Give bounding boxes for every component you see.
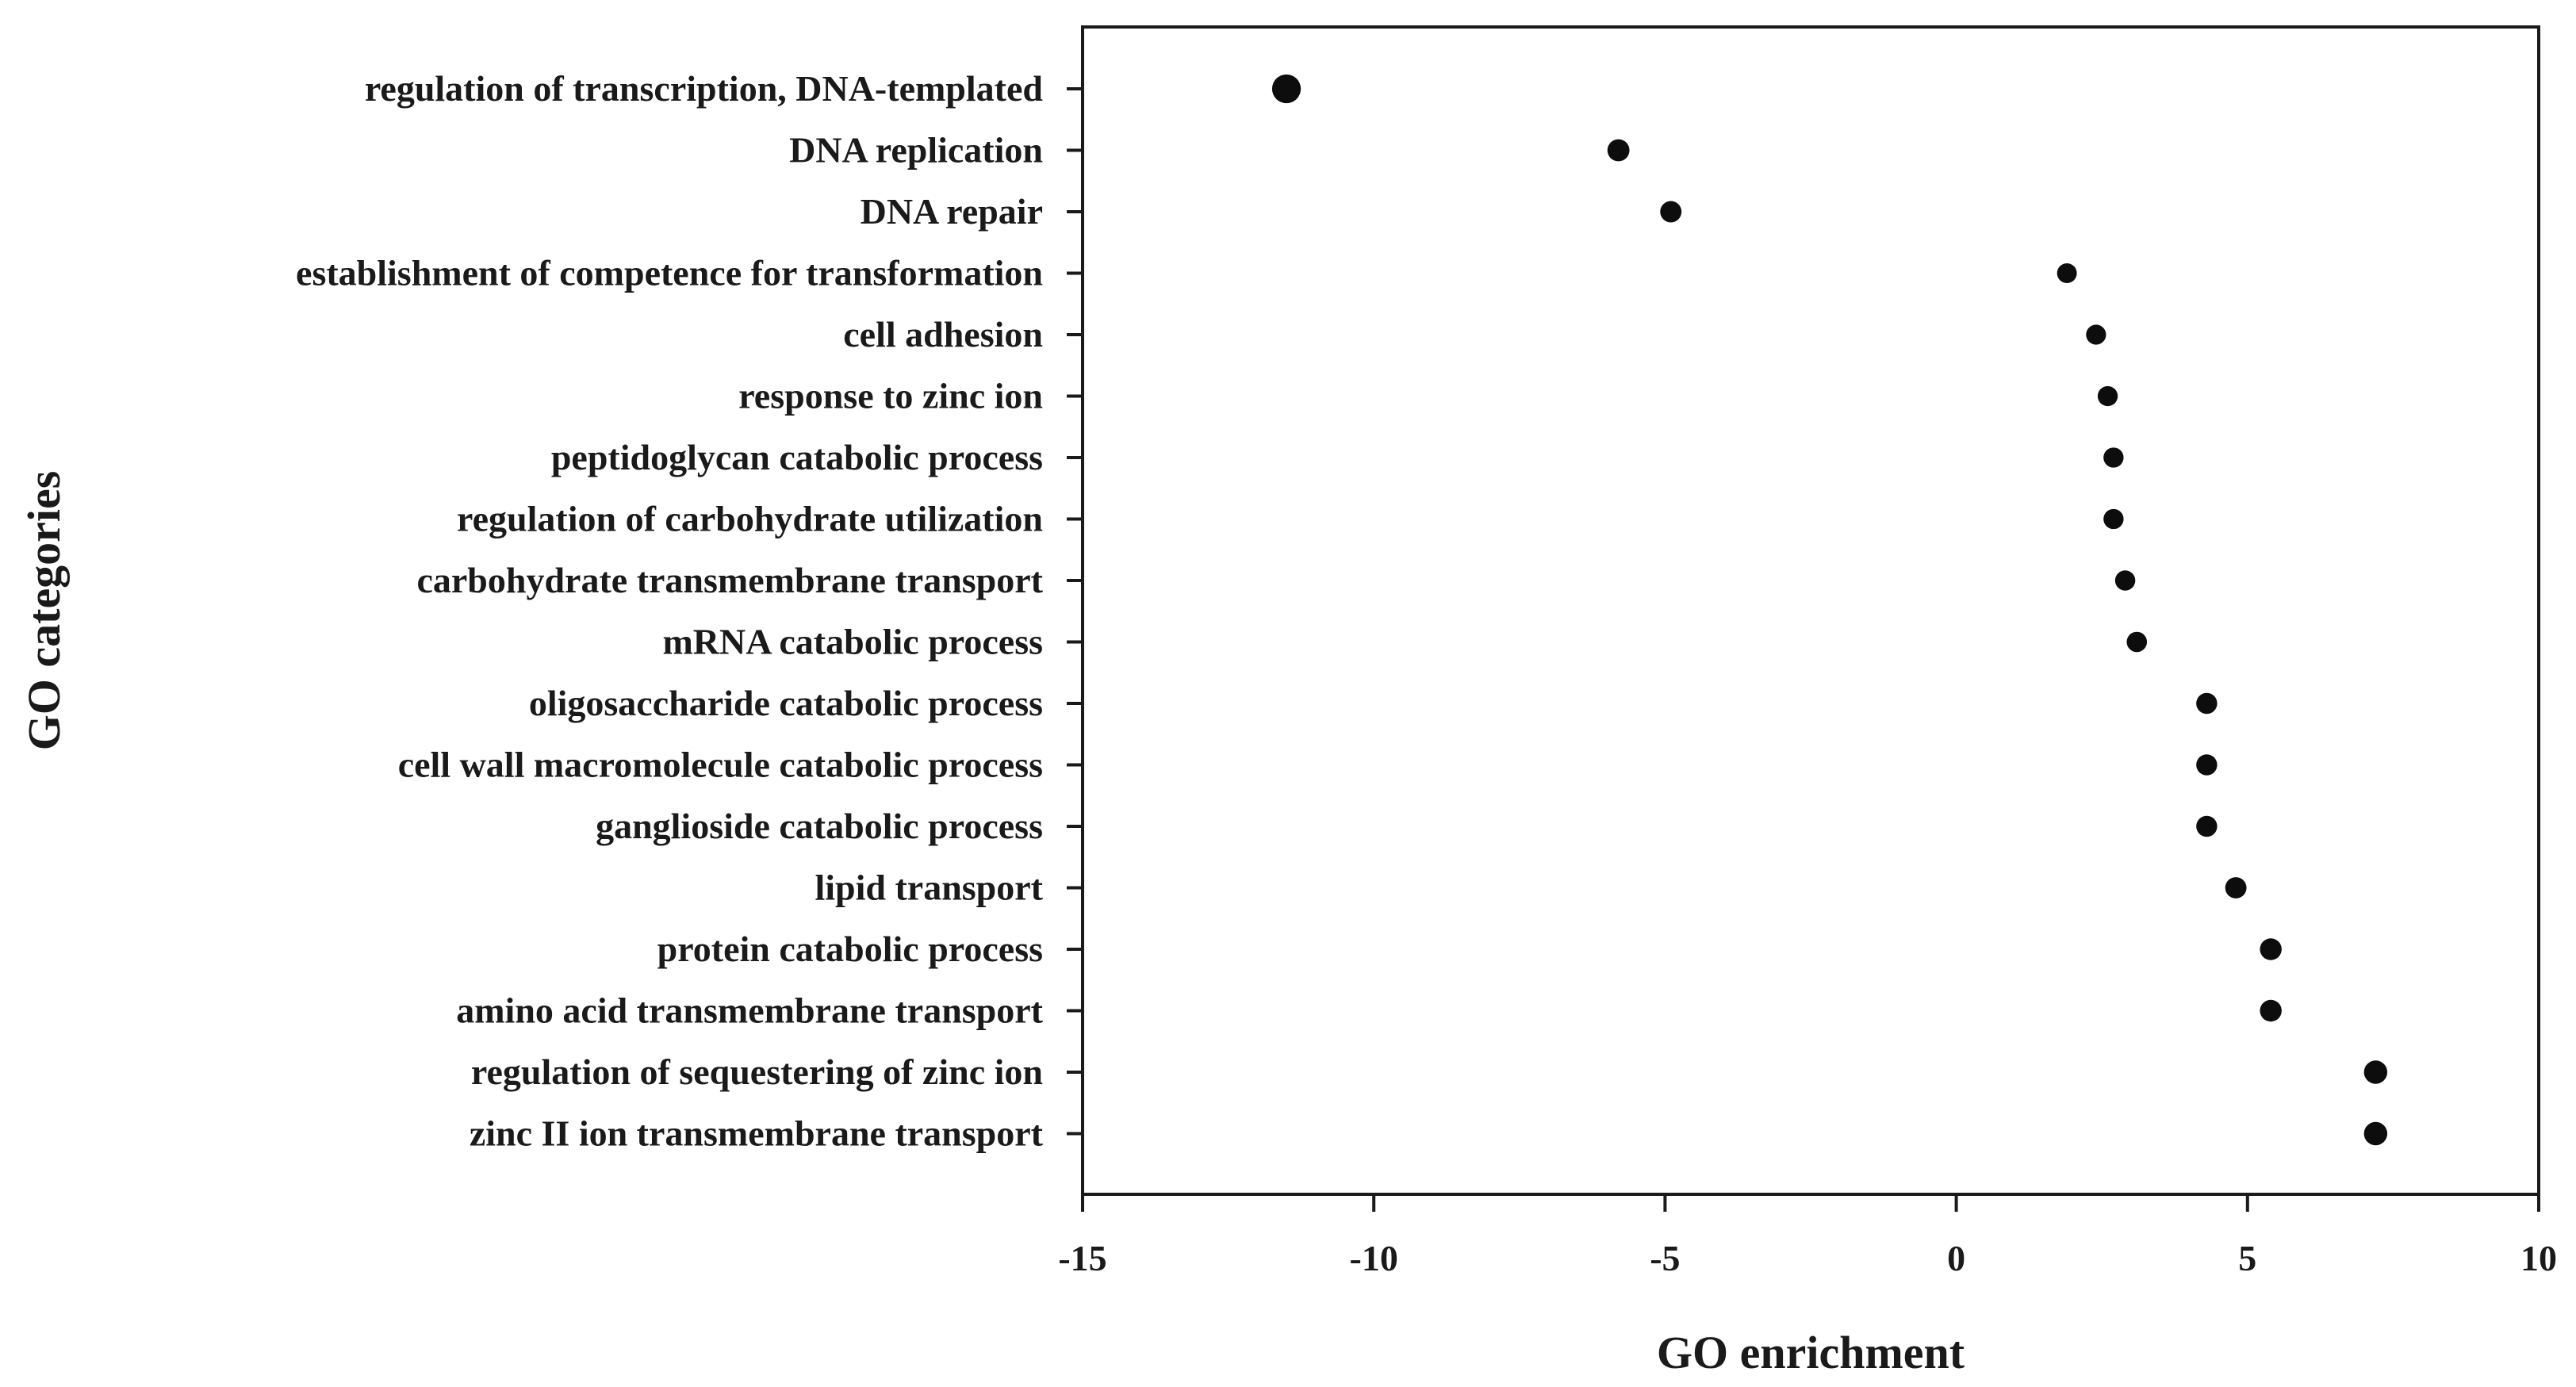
- y-category-label: mRNA catabolic process: [662, 622, 1043, 662]
- y-category-label: ganglioside catabolic process: [596, 806, 1043, 846]
- x-tick-label: 0: [1947, 1238, 1965, 1278]
- data-point: [2097, 385, 2118, 407]
- data-point: [2260, 938, 2282, 960]
- data-point: [2103, 508, 2124, 530]
- x-tick-label: 10: [2520, 1238, 2557, 1278]
- y-category-label: carbohydrate transmembrane transport: [416, 560, 1043, 600]
- y-category-label: zinc II ion transmembrane transport: [470, 1113, 1044, 1154]
- data-point: [2103, 447, 2124, 468]
- data-point: [2196, 692, 2218, 715]
- y-category-label: amino acid transmembrane transport: [456, 990, 1043, 1031]
- data-points: [1271, 74, 2388, 1146]
- x-tick-label: -10: [1350, 1238, 1398, 1278]
- data-point: [2114, 570, 2136, 591]
- data-point: [2086, 324, 2106, 345]
- data-point: [2363, 1121, 2388, 1146]
- data-point: [2260, 999, 2282, 1022]
- y-axis-ticks: [1067, 87, 1083, 1136]
- y-axis-category-labels: regulation of transcription, DNA-templat…: [296, 68, 1044, 1154]
- data-point: [2057, 263, 2077, 283]
- data-point: [1271, 74, 1301, 104]
- data-point: [2225, 877, 2247, 898]
- y-category-label: regulation of carbohydrate utilization: [457, 499, 1043, 539]
- y-category-label: response to zinc ion: [738, 376, 1043, 416]
- x-axis-tick-labels: -15 -10 -5 0 5 10: [1058, 1238, 2557, 1278]
- y-category-label: establishment of competence for transfor…: [296, 253, 1043, 293]
- y-category-label: cell adhesion: [843, 314, 1043, 354]
- y-axis-title: GO categories: [18, 471, 70, 751]
- y-category-label: peptidoglycan catabolic process: [551, 437, 1043, 477]
- x-axis-ticks: [1081, 1194, 2540, 1212]
- y-category-label: regulation of sequestering of zinc ion: [471, 1052, 1043, 1092]
- y-category-label: regulation of transcription, DNA-templat…: [365, 68, 1044, 109]
- x-tick-label: -15: [1058, 1238, 1106, 1278]
- data-point: [2196, 754, 2218, 776]
- x-tick-label: 5: [2238, 1238, 2256, 1278]
- data-point: [1607, 139, 1630, 162]
- axes: [1081, 25, 2540, 1196]
- y-category-label: cell wall macromolecule catabolic proces…: [398, 745, 1043, 785]
- data-point: [2363, 1060, 2388, 1084]
- data-point: [2126, 631, 2148, 653]
- y-category-label: protein catabolic process: [657, 929, 1043, 969]
- y-category-label: lipid transport: [815, 868, 1043, 908]
- y-category-label: oligosaccharide catabolic process: [529, 683, 1043, 723]
- y-category-label: DNA repair: [861, 191, 1043, 232]
- data-point: [2196, 815, 2218, 837]
- x-tick-label: -5: [1650, 1238, 1680, 1278]
- data-point: [1660, 201, 1682, 223]
- plot-frame: [1081, 25, 2540, 1196]
- x-axis-title: GO enrichment: [1657, 1327, 1965, 1378]
- y-category-label: DNA replication: [789, 130, 1043, 171]
